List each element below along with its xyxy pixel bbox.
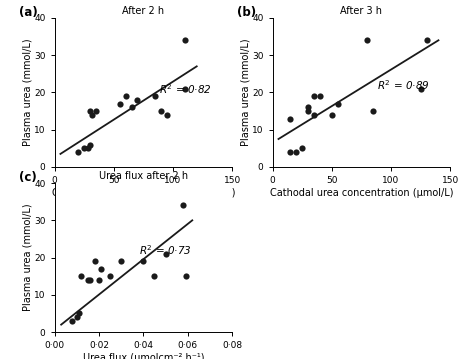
Y-axis label: Plasma urea (mmol/L): Plasma urea (mmol/L): [23, 204, 33, 311]
Point: [298, 145, 306, 151]
Point: [316, 93, 324, 99]
Point: [310, 112, 318, 118]
Text: (c): (c): [19, 171, 36, 184]
Title: Urea flux after 2 h: Urea flux after 2 h: [99, 171, 188, 181]
Point: [86, 142, 94, 148]
X-axis label: Cathodal urea concentration (μmol/L): Cathodal urea concentration (μmol/L): [52, 188, 235, 198]
Point: [75, 311, 83, 316]
Point: [97, 266, 105, 272]
Point: [84, 145, 91, 151]
Point: [364, 37, 371, 43]
X-axis label: Cathodal urea concentration (μmol/L): Cathodal urea concentration (μmol/L): [270, 188, 453, 198]
Point: [74, 149, 82, 155]
Point: [84, 277, 91, 283]
Text: (b): (b): [237, 6, 256, 19]
Point: [80, 145, 88, 151]
Point: [152, 93, 159, 99]
Point: [86, 108, 94, 114]
Point: [68, 318, 76, 324]
Point: [292, 149, 300, 155]
Point: [328, 112, 336, 118]
Y-axis label: Plasma urea (mmol/L): Plasma urea (mmol/L): [23, 39, 33, 146]
Text: $R^2$ = 0·89: $R^2$ = 0·89: [377, 78, 429, 92]
Point: [86, 277, 94, 283]
Point: [92, 108, 100, 114]
Point: [417, 86, 424, 92]
X-axis label: Urea flux (μmolcm⁻² h⁻¹): Urea flux (μmolcm⁻² h⁻¹): [82, 353, 204, 359]
Point: [304, 104, 312, 110]
Point: [134, 97, 141, 103]
Point: [122, 93, 129, 99]
Title: After 3 h: After 3 h: [340, 6, 383, 16]
Point: [369, 108, 377, 114]
Point: [106, 273, 114, 279]
Point: [139, 258, 147, 264]
Point: [91, 258, 98, 264]
Title: After 2 h: After 2 h: [122, 6, 164, 16]
Point: [128, 104, 136, 110]
Point: [73, 314, 81, 320]
Y-axis label: Plasma urea (mmol/L): Plasma urea (mmol/L): [241, 39, 251, 146]
Point: [116, 101, 123, 107]
Point: [89, 112, 96, 118]
Point: [180, 202, 187, 208]
Point: [157, 108, 165, 114]
Point: [423, 37, 430, 43]
Text: (a): (a): [19, 6, 38, 19]
Point: [162, 251, 169, 257]
Point: [95, 277, 103, 283]
Point: [118, 258, 125, 264]
Text: $R^2$ = 0·82: $R^2$ = 0·82: [159, 82, 211, 95]
Point: [151, 273, 158, 279]
Point: [163, 112, 171, 118]
Point: [310, 93, 318, 99]
Point: [181, 37, 189, 43]
Point: [286, 116, 294, 121]
Point: [334, 101, 341, 107]
Point: [182, 273, 190, 279]
Point: [286, 149, 294, 155]
Point: [181, 86, 189, 92]
Point: [304, 108, 312, 114]
Point: [77, 273, 85, 279]
Text: $R^2$ = 0·73: $R^2$ = 0·73: [139, 243, 191, 257]
